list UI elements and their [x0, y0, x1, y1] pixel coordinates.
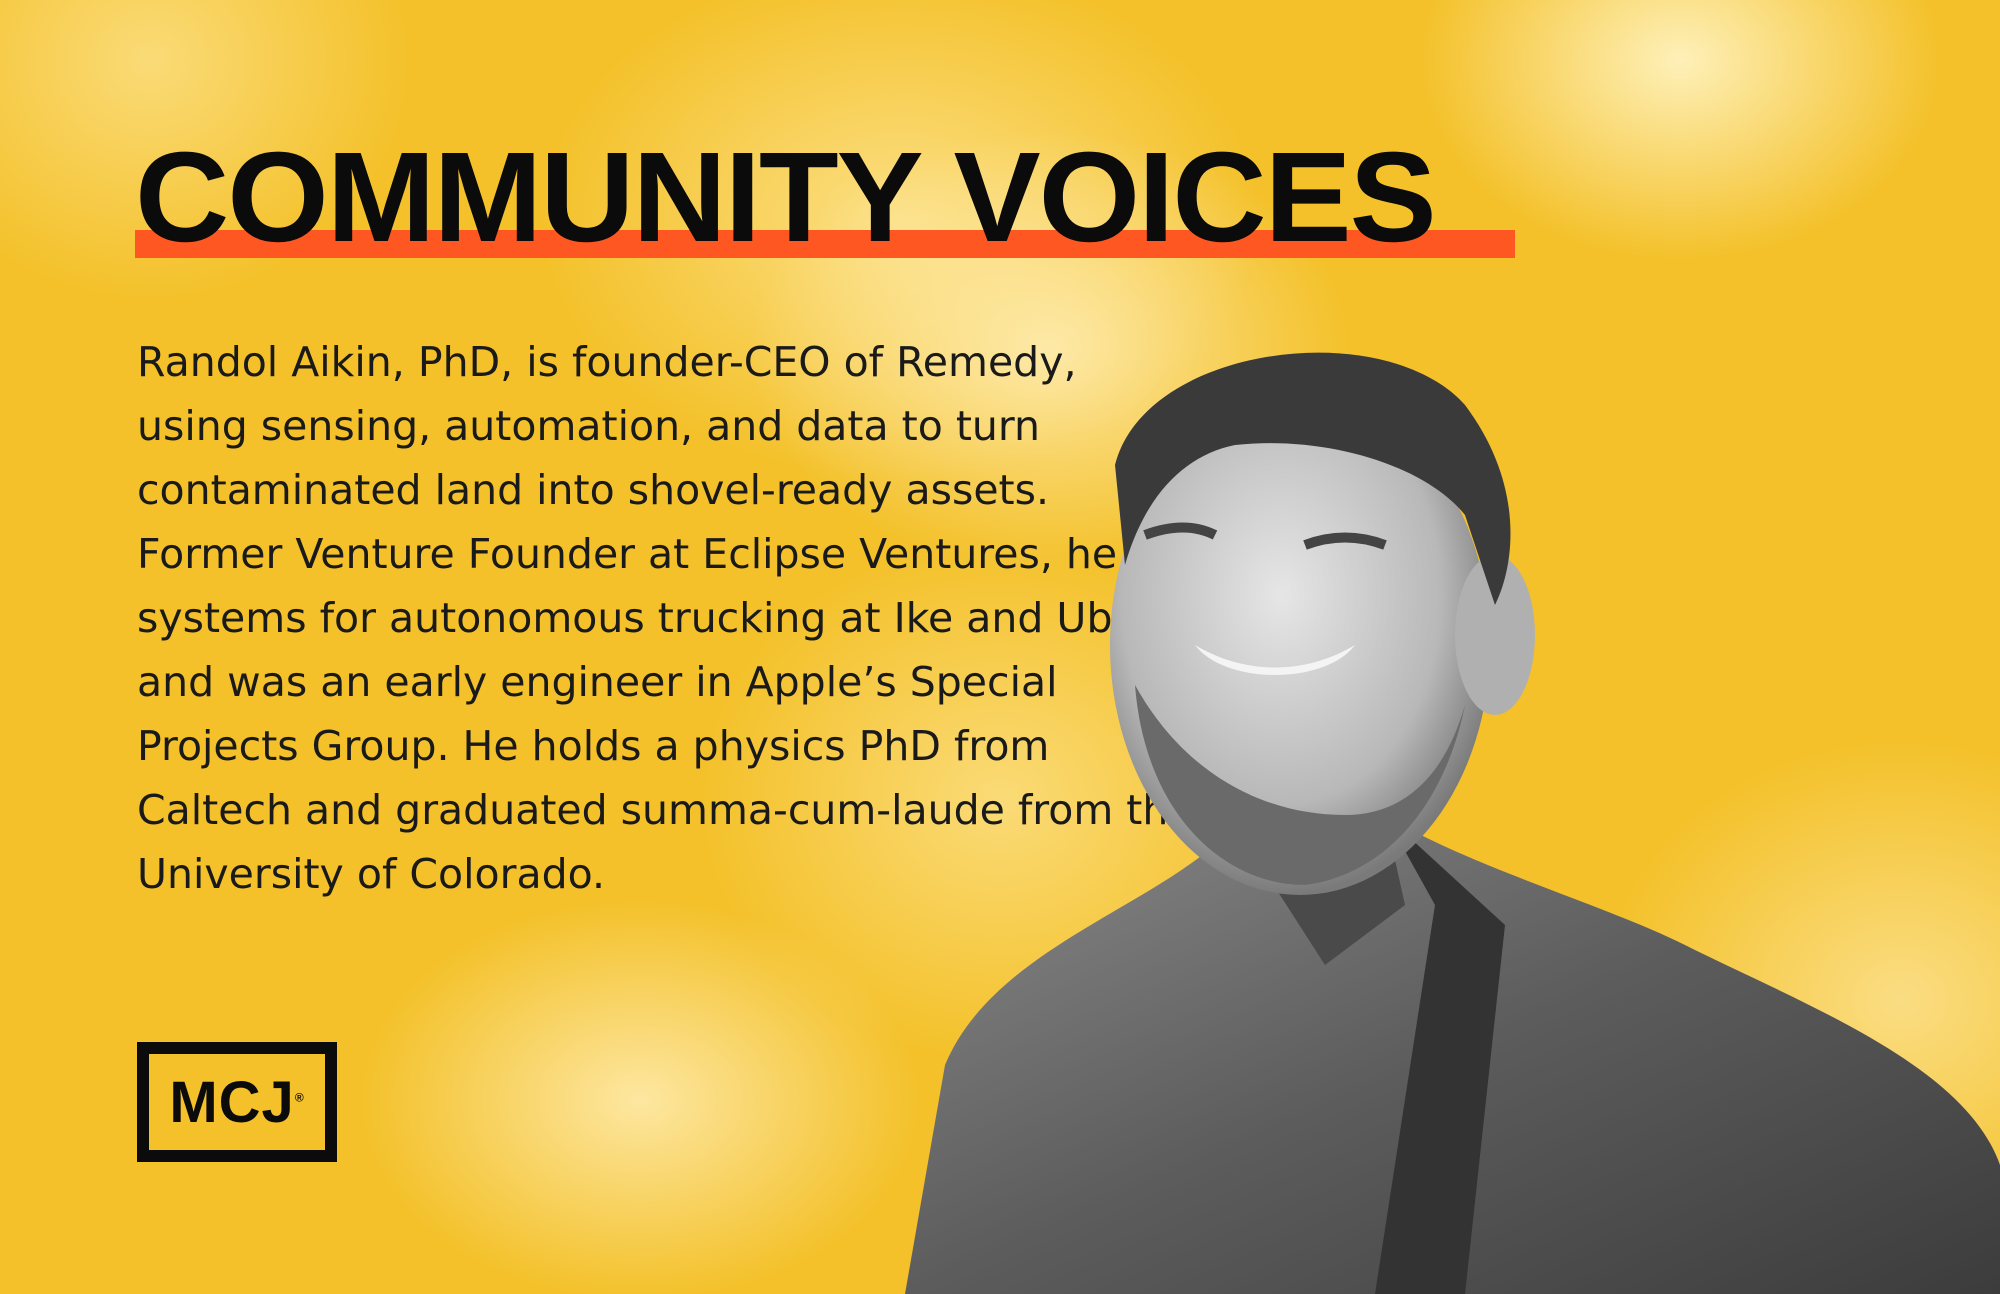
- portrait-photo: [905, 352, 2000, 1294]
- title-underline: [135, 230, 1515, 258]
- page-title: COMMUNITY VOICES: [135, 126, 1437, 269]
- mcj-logo: MCJ®: [137, 1042, 337, 1162]
- bio-text: Randol Aikin, PhD, is founder-CEO of Rem…: [137, 338, 1194, 898]
- header: COMMUNITY VOICES: [135, 134, 1515, 262]
- logo-text: MCJ®: [169, 1069, 305, 1135]
